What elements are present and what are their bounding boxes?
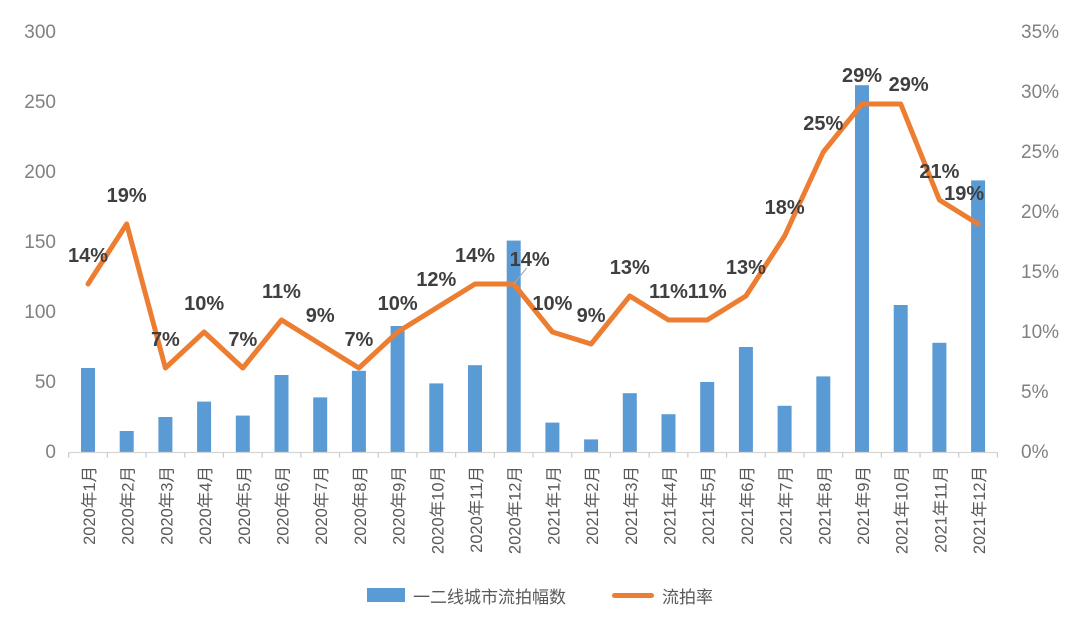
line-data-label: 13% <box>726 257 766 279</box>
line-data-label: 11% <box>649 281 688 303</box>
x-axis-category-label: 2021年1月 <box>544 466 563 545</box>
bar <box>119 431 134 452</box>
line-series-label: 流拍率 <box>662 587 713 607</box>
right-axis-tick-label: 5% <box>1021 382 1049 403</box>
line-data-label: 18% <box>765 197 805 219</box>
line-data-label: 12% <box>416 269 456 291</box>
left-axis-tick-label: 200 <box>24 162 56 183</box>
left-axis-tick-label: 100 <box>24 302 56 323</box>
x-axis-category-label: 2020年9月 <box>390 466 409 545</box>
line-data-label: 9% <box>577 305 606 327</box>
x-axis-category-label: 2021年11月 <box>931 466 950 553</box>
x-axis-category-label: 2020年11月 <box>467 466 486 553</box>
rate-line <box>85 101 981 371</box>
x-axis-category-label: 2021年4月 <box>661 466 680 545</box>
right-axis-tick-label: 30% <box>1021 82 1059 103</box>
line-data-label: 19% <box>944 183 984 205</box>
right-axis-tick-label: 10% <box>1021 322 1059 343</box>
bar <box>932 342 947 452</box>
line-data-label: 7% <box>151 329 180 351</box>
right-axis-tick-label: 15% <box>1021 262 1059 283</box>
legend-item-line-series: 流拍率 <box>612 583 713 608</box>
line-data-label: 10% <box>378 293 418 315</box>
legend: 一二线城市流拍幅数 流拍率 <box>0 582 1080 608</box>
line-data-label: 29% <box>842 65 882 87</box>
bar <box>235 415 250 452</box>
x-axis-category-label: 2020年6月 <box>274 466 293 545</box>
right-axis-tick-label: 25% <box>1021 142 1059 163</box>
bar <box>816 376 831 452</box>
bar <box>777 405 792 452</box>
left-axis-tick-label: 150 <box>24 232 56 253</box>
bar <box>661 414 676 452</box>
right-axis-tick-label: 0% <box>1021 442 1049 463</box>
legend-item-bar-series: 一二线城市流拍幅数 <box>367 583 566 608</box>
line-data-label: 14% <box>68 245 108 267</box>
line-data-label: 11% <box>262 281 301 303</box>
line-data-label: 9% <box>306 305 335 327</box>
line-data-label: 14% <box>455 245 495 267</box>
left-axis-tick-label: 0 <box>45 442 56 463</box>
left-axis-tick-label: 250 <box>24 92 56 113</box>
x-axis-category-label: 2021年6月 <box>738 466 757 545</box>
x-axis-category-label: 2020年10月 <box>428 466 447 554</box>
right-axis-tick-label: 20% <box>1021 202 1059 223</box>
bar <box>274 375 289 452</box>
x-axis-category-label: 2020年8月 <box>351 466 370 545</box>
line-data-label: 7% <box>228 329 257 351</box>
line-data-label: 25% <box>803 113 843 135</box>
x-axis-category-label: 2020年7月 <box>312 466 331 545</box>
x-axis-category-label: 2021年9月 <box>854 466 873 545</box>
line-data-label: 29% <box>889 74 929 96</box>
x-axis-category-label: 2021年2月 <box>583 466 602 545</box>
x-axis-category-label: 2021年8月 <box>815 466 834 545</box>
x-axis-category-label: 2020年5月 <box>235 466 254 545</box>
bar-series-swatch-icon <box>367 588 405 602</box>
bar <box>584 439 599 452</box>
left-axis-tick-label: 300 <box>24 22 56 43</box>
bar <box>351 370 366 452</box>
bar <box>81 368 95 452</box>
bar <box>622 393 637 452</box>
line-data-label: 11% <box>688 281 727 303</box>
right-axis-tick-label: 35% <box>1021 22 1059 43</box>
label-callout-line <box>513 267 528 285</box>
bar <box>855 85 869 452</box>
line-data-label: 10% <box>532 293 572 315</box>
line-data-label: 19% <box>107 185 147 207</box>
bar <box>893 305 908 452</box>
bar <box>429 383 444 452</box>
bar-series-label: 一二线城市流拍幅数 <box>413 587 566 607</box>
x-axis-category-label: 2020年12月 <box>506 466 525 554</box>
line-series-swatch-icon <box>612 592 654 598</box>
bar <box>700 382 715 452</box>
bar <box>197 401 212 452</box>
bar <box>390 326 405 452</box>
x-axis-category-label: 2021年10月 <box>893 466 912 554</box>
x-axis-category-label: 2021年5月 <box>699 466 718 545</box>
line-data-label: 10% <box>184 293 224 315</box>
x-axis-category-label: 2020年4月 <box>196 466 215 545</box>
plot-area: 14%19%7%10%7%11%9%7%10%12%14% 14%10%9%13%… <box>24 22 1059 554</box>
line-data-label: 14% <box>510 249 550 271</box>
x-axis-category-label: 2021年3月 <box>622 466 641 545</box>
bar <box>738 347 753 452</box>
bar <box>313 397 328 452</box>
x-axis-category-label: 2020年3月 <box>157 466 176 545</box>
line-data-label: 7% <box>344 329 373 351</box>
bar <box>158 417 173 452</box>
x-axis-category-label: 2020年1月 <box>80 466 99 545</box>
line-data-label: 13% <box>610 257 650 279</box>
bar <box>506 240 521 452</box>
bar <box>971 180 986 452</box>
left-axis-tick-label: 50 <box>35 372 56 393</box>
bar <box>468 365 482 452</box>
x-axis-category-label: 2020年2月 <box>119 466 138 545</box>
x-axis-category-label: 2021年7月 <box>777 466 796 545</box>
x-axis-category-label: 2021年12月 <box>970 466 989 554</box>
line-data-label: 21% <box>919 161 959 183</box>
bar <box>545 422 560 452</box>
